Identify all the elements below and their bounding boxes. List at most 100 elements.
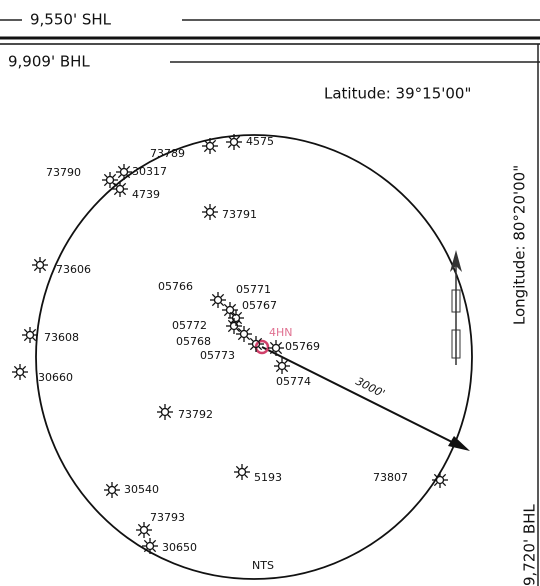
well-symbol-ray	[126, 165, 131, 170]
well-symbol-core	[119, 167, 129, 177]
well-label: 05768	[176, 335, 211, 348]
well-symbol-core	[225, 305, 235, 315]
well-symbol-ray	[32, 337, 37, 342]
well-symbol	[248, 336, 264, 352]
well-symbol-ray	[442, 482, 447, 487]
well-symbol-ray	[158, 414, 163, 419]
well-symbol-ray	[433, 473, 438, 478]
well-symbol-ray	[143, 548, 148, 553]
well-symbol-ray	[113, 182, 118, 187]
well-symbol-ray	[13, 365, 18, 370]
well-symbol	[202, 138, 218, 154]
well-symbol-ray	[236, 135, 241, 140]
well-symbol	[274, 358, 290, 374]
well-symbol-core	[229, 321, 239, 331]
side-bhl-label: 9,720' BHL	[521, 504, 539, 586]
well-symbol	[234, 464, 250, 480]
well-symbol	[22, 327, 38, 343]
well-label: 73789	[150, 147, 185, 160]
well-symbol-ray	[229, 311, 234, 316]
well-symbol-ray	[146, 532, 151, 537]
well-symbol-ray	[278, 350, 283, 355]
well-symbol	[32, 257, 48, 273]
well-symbol-ray	[167, 405, 172, 410]
well-symbol-ray	[105, 492, 110, 497]
well-label: 05771	[236, 283, 271, 296]
well-symbol-ray	[235, 474, 240, 479]
well-symbol-ray	[13, 374, 18, 379]
well-symbol-core	[239, 329, 249, 339]
well-symbol-ray	[211, 293, 216, 298]
well-symbol-ray	[269, 350, 274, 355]
well-label: 30660	[38, 371, 73, 384]
well-symbol-ray	[278, 341, 283, 346]
well-symbol-ray	[22, 374, 27, 379]
well-symbol-ray	[152, 548, 157, 553]
well-symbol-core	[115, 184, 125, 194]
well-label: 05774	[276, 375, 311, 388]
north-arrow	[450, 250, 462, 365]
well-symbol-ray	[236, 144, 241, 149]
well-symbol-ray	[237, 336, 242, 341]
well-symbol-ray	[158, 405, 163, 410]
well-symbol-ray	[203, 214, 208, 219]
well-symbol-ray	[235, 465, 240, 470]
well-symbol-ray	[42, 258, 47, 263]
well-symbol-ray	[236, 328, 241, 333]
lateral-line	[261, 346, 461, 447]
well-symbol-ray	[137, 523, 142, 528]
unit-boundary	[35, 134, 473, 580]
well-label: 30317	[132, 165, 167, 178]
well-symbol	[142, 538, 158, 554]
well-symbol	[226, 318, 242, 334]
well-symbol-ray	[269, 341, 274, 346]
well-symbol-ray	[112, 173, 117, 178]
well-symbol-ray	[33, 267, 38, 272]
well-symbol-ray	[223, 303, 228, 308]
well-symbol-ray	[227, 135, 232, 140]
well-symbol-ray	[114, 483, 119, 488]
well-label: 4575	[246, 135, 274, 148]
well-symbol-core	[277, 361, 287, 371]
well-symbol-ray	[258, 346, 263, 351]
well-label: 73606	[56, 263, 91, 276]
well-symbol-core	[229, 137, 239, 147]
lateral-arrowhead	[448, 436, 470, 451]
well-symbol	[236, 326, 252, 342]
well-symbol-ray	[103, 182, 108, 187]
well-symbol-ray	[23, 328, 28, 333]
well-symbol-core	[251, 339, 261, 349]
well-symbol	[157, 404, 173, 420]
well-symbol-ray	[122, 182, 127, 187]
well-symbol-ray	[137, 532, 142, 537]
well-symbol-ray	[249, 346, 254, 351]
well-symbol-core	[205, 141, 215, 151]
well-symbol-ray	[212, 148, 217, 153]
well-symbol-ray	[212, 139, 217, 144]
well-symbol-ray	[113, 191, 118, 196]
well-symbol-ray	[220, 302, 225, 307]
well-symbol-ray	[112, 182, 117, 187]
well-symbol-ray	[152, 539, 157, 544]
bhl-label: 9,909' BHL	[8, 53, 90, 71]
well-label: 4739	[132, 188, 160, 201]
well-symbol-ray	[203, 148, 208, 153]
well-symbol-core	[237, 467, 247, 477]
well-symbol-ray	[105, 483, 110, 488]
shl-label: 9,550' SHL	[30, 11, 112, 29]
well-symbol-ray	[246, 336, 251, 341]
well-label: 73791	[222, 208, 257, 221]
well-symbol	[136, 522, 152, 538]
well-symbol-ray	[32, 328, 37, 333]
well-symbol-ray	[211, 302, 216, 307]
well-symbol-ray	[246, 327, 251, 332]
well-symbol-core	[231, 313, 241, 323]
well-symbol-ray	[442, 473, 447, 478]
proposed-well-label: 4HN	[269, 326, 293, 339]
well-label: 5193	[254, 471, 282, 484]
well-label: 30540	[124, 483, 159, 496]
well-symbol-core	[205, 207, 215, 217]
well-label: 73790	[46, 166, 81, 179]
well-symbol-ray	[232, 303, 237, 308]
